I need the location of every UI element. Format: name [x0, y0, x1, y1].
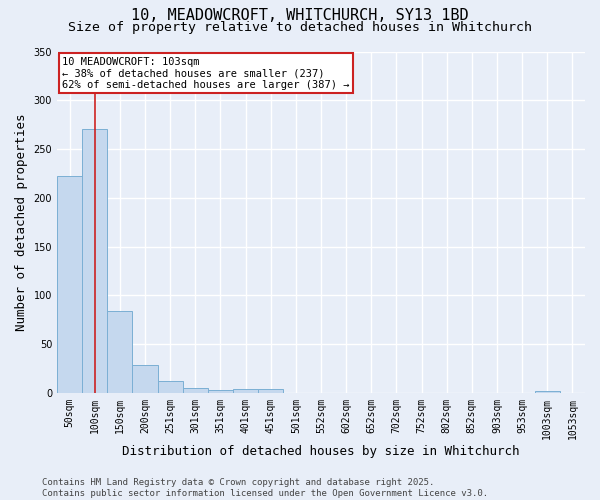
Bar — [158, 382, 183, 393]
Text: Size of property relative to detached houses in Whitchurch: Size of property relative to detached ho… — [68, 21, 532, 34]
Bar — [57, 176, 82, 393]
Text: 10 MEADOWCROFT: 103sqm
← 38% of detached houses are smaller (237)
62% of semi-de: 10 MEADOWCROFT: 103sqm ← 38% of detached… — [62, 56, 350, 90]
Text: Contains HM Land Registry data © Crown copyright and database right 2025.
Contai: Contains HM Land Registry data © Crown c… — [42, 478, 488, 498]
Bar — [535, 391, 560, 393]
X-axis label: Distribution of detached houses by size in Whitchurch: Distribution of detached houses by size … — [122, 444, 520, 458]
Bar — [82, 128, 107, 393]
Bar — [107, 311, 133, 393]
Bar — [233, 389, 258, 393]
Y-axis label: Number of detached properties: Number of detached properties — [15, 114, 28, 331]
Text: 10, MEADOWCROFT, WHITCHURCH, SY13 1BD: 10, MEADOWCROFT, WHITCHURCH, SY13 1BD — [131, 8, 469, 22]
Bar — [183, 388, 208, 393]
Bar — [258, 389, 283, 393]
Bar — [133, 364, 158, 393]
Bar — [208, 390, 233, 393]
